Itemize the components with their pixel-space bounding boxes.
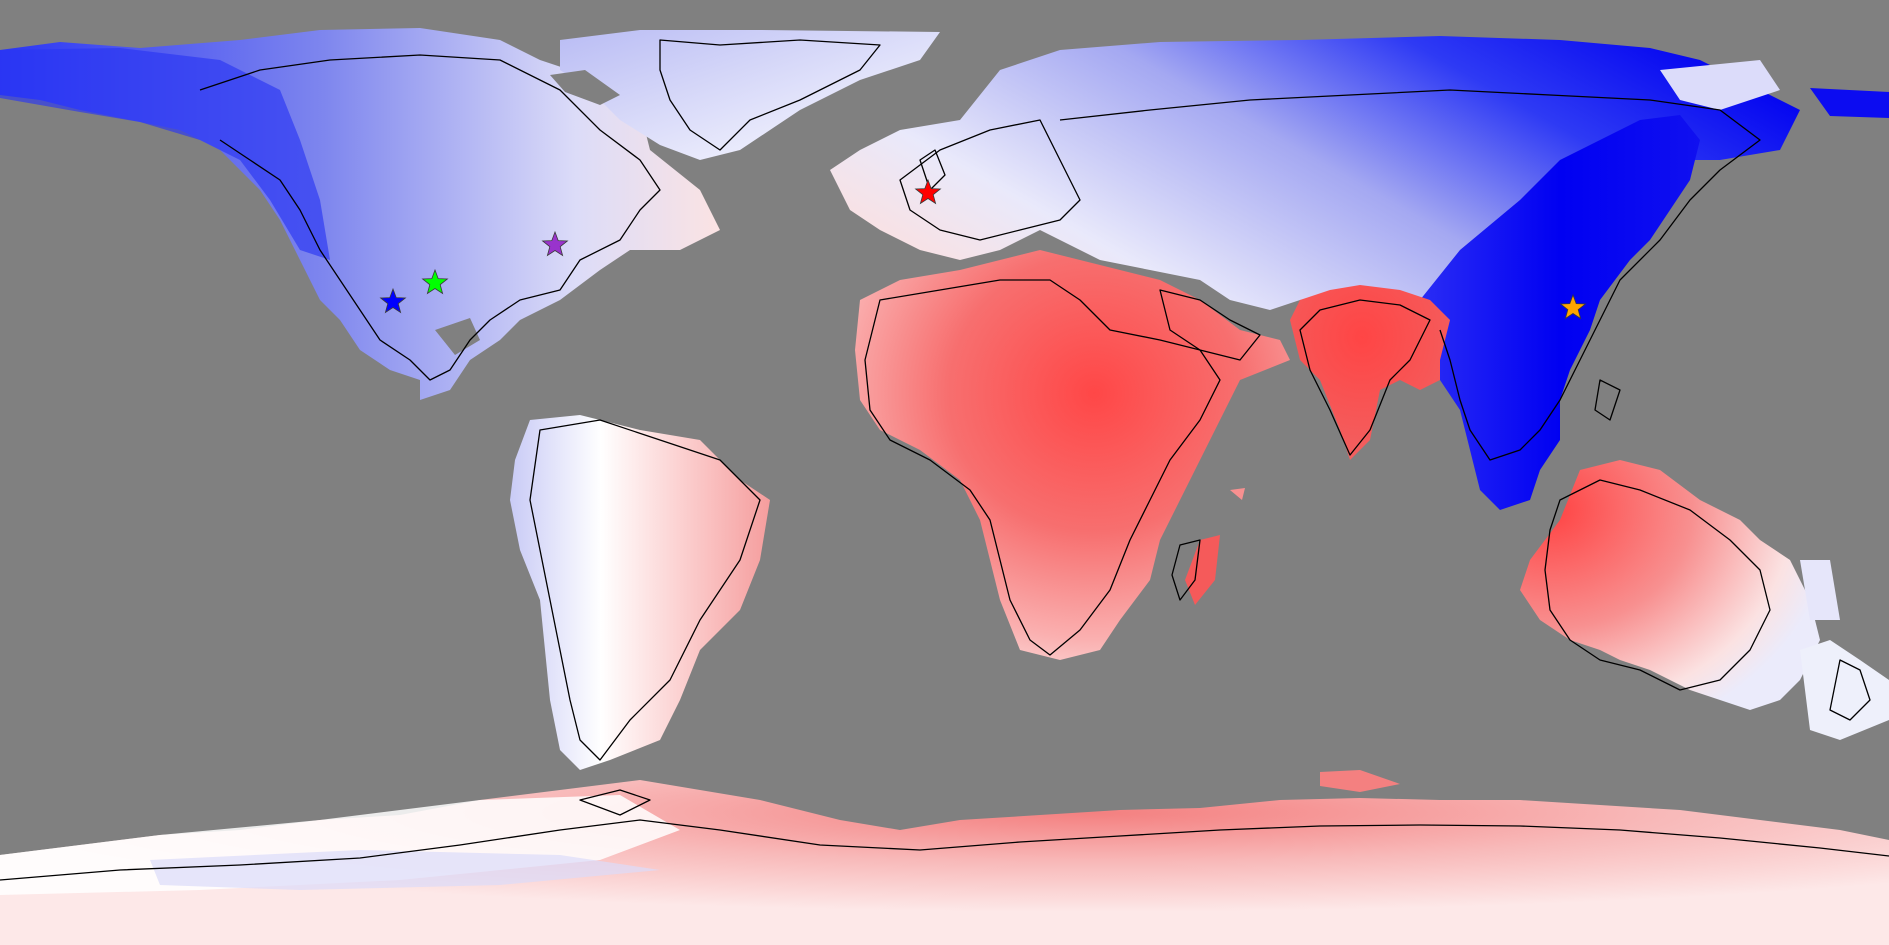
region-greenland	[550, 30, 940, 160]
region-south-america	[510, 415, 770, 770]
marker-blue-star-icon	[379, 287, 407, 314]
region-east-asia	[1420, 115, 1700, 510]
region-africa-arabia	[855, 250, 1290, 660]
marker-red-star-icon	[914, 178, 942, 205]
marker-green-star-icon	[421, 268, 449, 295]
coastlines	[0, 39, 1889, 881]
markers-layer	[379, 178, 1587, 320]
region-europe-north-asia	[830, 36, 1889, 310]
region-antarctica	[0, 770, 1889, 945]
marker-purple-star-icon	[541, 230, 569, 257]
marker-orange-star-icon	[1559, 293, 1587, 320]
region-australia	[1520, 460, 1889, 740]
region-india	[1290, 285, 1450, 460]
region-north-america	[0, 28, 720, 400]
